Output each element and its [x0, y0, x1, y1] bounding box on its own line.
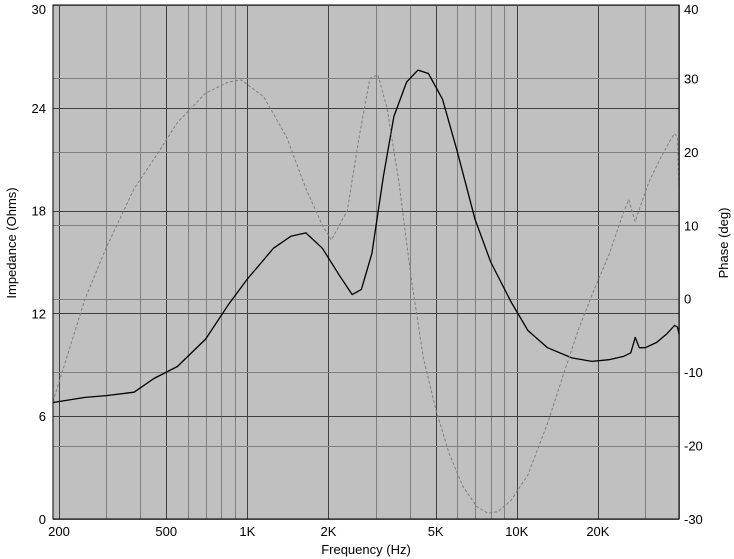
x-tick-label: 500 — [155, 524, 177, 539]
phase-series-line — [52, 74, 680, 514]
y-right-tick-label: -10 — [684, 365, 703, 380]
plot-frame — [52, 4, 680, 520]
y-right-tick-label: 30 — [684, 71, 698, 86]
y-right-tick-labels: -30 -20 -10 0 10 20 30 40 — [684, 2, 703, 527]
plot-area — [53, 5, 679, 519]
x-tick-label: 200 — [48, 524, 70, 539]
y-left-tick-label: 6 — [39, 409, 46, 424]
y-right-tick-label: 40 — [684, 2, 698, 17]
y-axis-left-label: Impedance (Ohms) — [4, 187, 19, 298]
series-group — [52, 69, 680, 514]
y-axis-right-label: Phase (deg) — [716, 208, 731, 279]
y-left-tick-label: 12 — [32, 306, 46, 321]
x-tick-label: 5K — [428, 524, 444, 539]
y-right-tick-label: 20 — [684, 145, 698, 160]
x-axis-label: Frequency (Hz) — [321, 542, 411, 557]
y-right-tick-label: -20 — [684, 439, 703, 454]
y-left-tick-labels: 0 6 12 18 24 30 — [32, 2, 46, 527]
y-right-tick-label: -30 — [684, 512, 703, 527]
y-right-tick-label: 0 — [684, 292, 691, 307]
x-tick-labels: 200 500 1K 2K 5K 10K 20K — [48, 524, 610, 539]
y-right-tick-label: 10 — [684, 218, 698, 233]
y-left-tick-label: 18 — [32, 204, 46, 219]
x-tick-label: 1K — [239, 524, 255, 539]
y-left-tick-label: 30 — [32, 2, 46, 17]
y-left-tick-label: 24 — [32, 101, 46, 116]
x-tick-label: 20K — [586, 524, 609, 539]
impedance-series-line — [52, 69, 680, 404]
x-tick-label: 10K — [505, 524, 528, 539]
y-left-tick-label: 0 — [39, 512, 46, 527]
x-tick-label: 2K — [320, 524, 336, 539]
